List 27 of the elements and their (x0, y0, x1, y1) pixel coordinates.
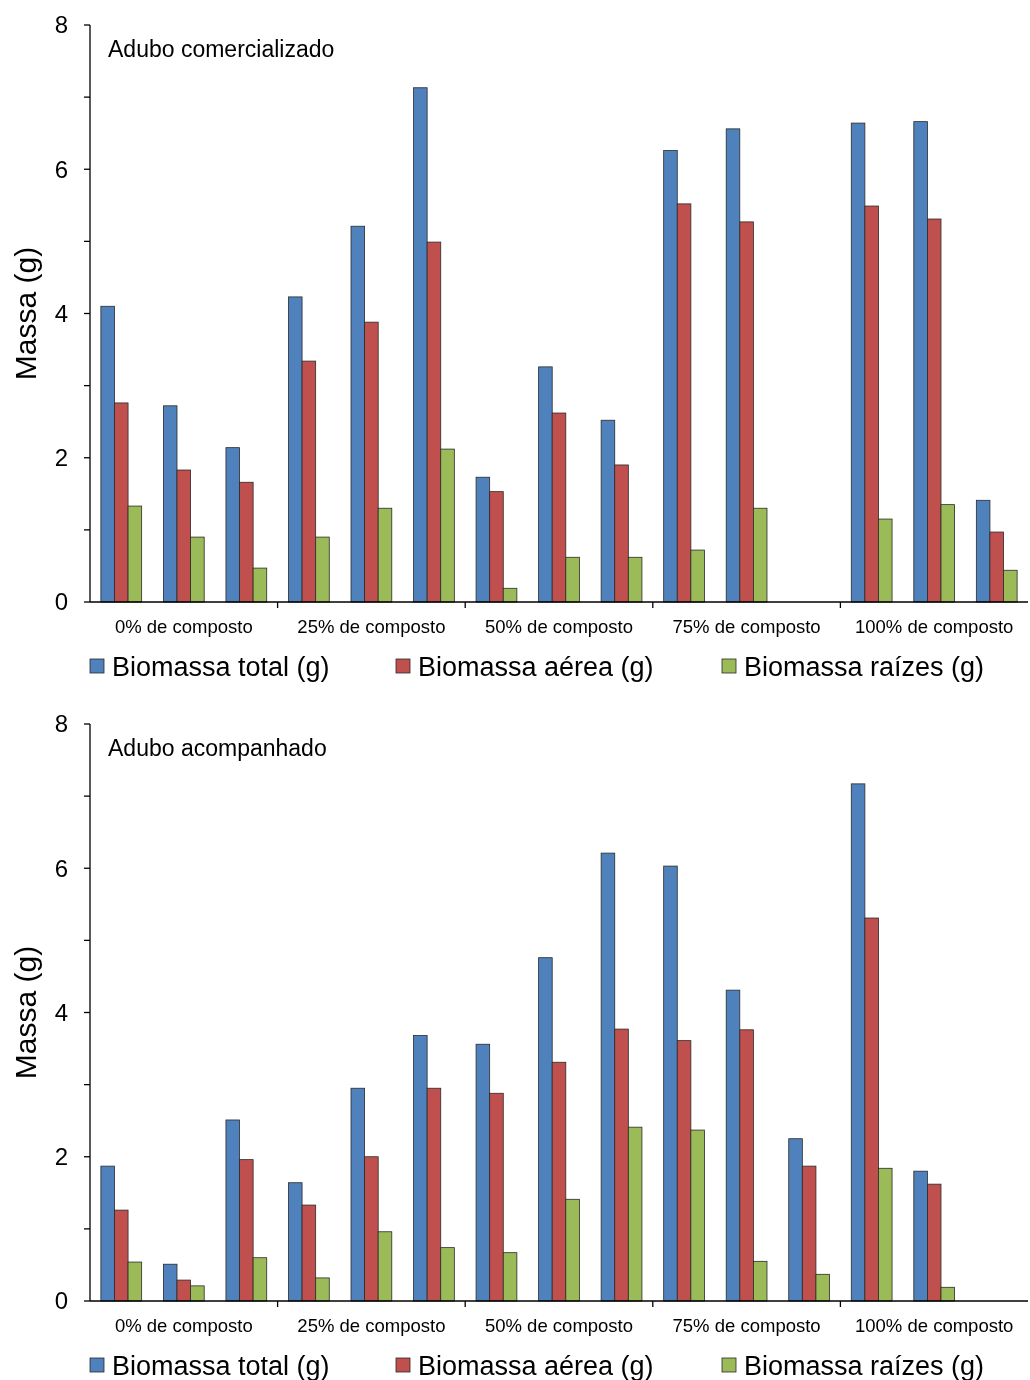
legend-label: Biomassa aérea (g) (418, 652, 654, 683)
y-tick-label: 0 (54, 1287, 68, 1315)
x-tick-label: 25% de composto (297, 616, 446, 637)
y-tick-label: 6 (54, 155, 68, 183)
y-axis-title: Massa (g) (9, 246, 42, 381)
y-tick-label: 8 (54, 710, 68, 738)
x-tick-label: 100% de composto (855, 1315, 1014, 1336)
x-tick-label: 75% de composto (672, 1315, 821, 1336)
y-tick-label: 2 (54, 444, 68, 472)
y-tick-label: 8 (54, 11, 68, 39)
y-tick-label: 0 (54, 588, 68, 616)
legend-label: Biomassa total (g) (112, 652, 330, 683)
x-tick-label: 50% de composto (484, 616, 634, 637)
text: Adubo comercializado (108, 36, 335, 62)
y-tick-label: 2 (54, 1143, 68, 1171)
x-tick-label: 75% de composto (672, 616, 821, 637)
x-tick-label: 0% de composto (114, 616, 253, 637)
y-tick-label: 4 (54, 998, 68, 1026)
y-tick-label: 6 (54, 854, 68, 882)
legend-label: Biomassa raízes (g) (744, 652, 985, 683)
x-tick-label: 0% de composto (114, 1315, 253, 1336)
x-tick-label: 100% de composto (855, 616, 1014, 637)
x-tick-label: 25% de composto (297, 1315, 446, 1336)
y-axis-title: Massa (g) (9, 945, 42, 1080)
y-tick-label: 4 (54, 299, 68, 327)
x-tick-label: 50% de composto (484, 1315, 634, 1336)
text: Adubo acompanhado (108, 735, 327, 761)
